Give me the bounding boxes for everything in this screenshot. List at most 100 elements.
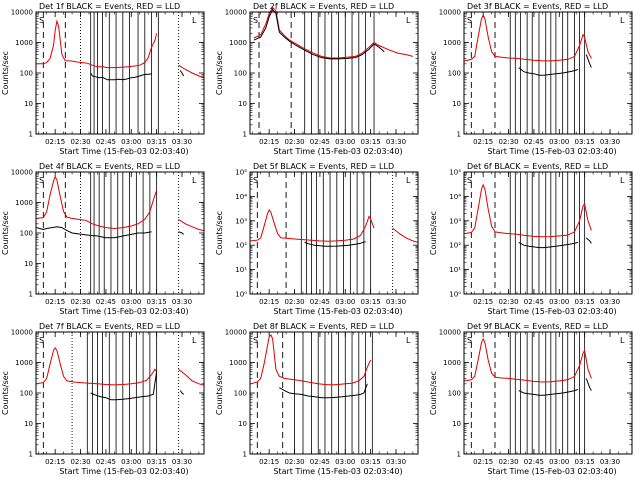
x-tick-label: 02:30 xyxy=(284,138,304,146)
lld-series-line xyxy=(464,337,592,383)
x-tick-label: 03:15 xyxy=(575,298,595,306)
detector-panel: Det 5f BLACK = Events, RED = LLD Counts/s… xyxy=(215,162,419,316)
detector-panel: Det 2f BLACK = Events, RED = LLD Counts/s… xyxy=(215,2,419,156)
y-tick-label: 10³ xyxy=(235,217,247,225)
panel-frame xyxy=(35,11,205,135)
x-tick-label: 02:15 xyxy=(45,458,65,466)
events-series-line xyxy=(518,389,579,396)
panel-frame xyxy=(463,11,633,135)
detector-panel: Det 3f BLACK = Events, RED = LLD Counts/s… xyxy=(429,2,633,156)
corner-label-l: L xyxy=(406,336,411,345)
x-axis-label: Start Time (15-Feb-03 02:03:40) xyxy=(59,147,188,156)
x-tick-label: 03:00 xyxy=(121,458,141,466)
x-tick-label: 03:15 xyxy=(147,298,167,306)
panel-frame xyxy=(35,331,205,455)
detector-panel: Det 9f BLACK = Events, RED = LLD Counts/s… xyxy=(429,322,633,476)
events-series-line xyxy=(90,371,158,401)
lld-series-line xyxy=(36,175,158,230)
x-tick-label: 02:45 xyxy=(96,138,116,146)
x-tick-label: 02:45 xyxy=(524,458,544,466)
y-tick-label: 1000 xyxy=(229,359,247,367)
detector-panel: Det 7f BLACK = Events, RED = LLD Counts/s… xyxy=(1,322,205,476)
x-tick-label: 03:00 xyxy=(121,298,141,306)
y-tick-label: 10¹ xyxy=(449,266,461,274)
y-axis-label: Counts/sec xyxy=(429,371,438,415)
x-tick-label: 02:45 xyxy=(96,298,116,306)
corner-label-l: L xyxy=(620,16,625,25)
y-tick-label: 10000 xyxy=(225,329,247,337)
y-tick-label: 10 xyxy=(452,420,461,428)
events-series-line xyxy=(179,70,185,77)
x-tick-label: 02:45 xyxy=(524,138,544,146)
x-tick-label: 03:00 xyxy=(121,138,141,146)
corner-label-s: S xyxy=(253,16,258,25)
x-tick-label: 02:45 xyxy=(310,298,330,306)
lld-series-line xyxy=(464,13,592,62)
y-axis-label: Counts/sec xyxy=(215,51,224,95)
y-tick-label: 10000 xyxy=(439,329,461,337)
y-tick-label: 10⁵ xyxy=(235,169,247,177)
x-tick-label: 03:15 xyxy=(575,458,595,466)
y-tick-label: 10² xyxy=(449,242,461,250)
y-tick-label: 10000 xyxy=(11,329,33,337)
x-tick-label: 03:30 xyxy=(386,458,406,466)
corner-label-s: S xyxy=(39,16,44,25)
detector-panel: Det 8f BLACK = Events, RED = LLD Counts/s… xyxy=(215,322,419,476)
corner-label-s: S xyxy=(39,336,44,345)
y-tick-label: 10000 xyxy=(11,9,33,17)
events-series-line xyxy=(253,8,385,60)
x-tick-label: 03:30 xyxy=(600,138,620,146)
x-axis-label: Start Time (15-Feb-03 02:03:40) xyxy=(487,467,616,476)
events-series-line xyxy=(518,241,579,249)
lld-series-line xyxy=(178,368,205,386)
x-tick-label: 02:15 xyxy=(45,298,65,306)
corner-label-s: S xyxy=(253,176,258,185)
x-tick-label: 02:30 xyxy=(70,298,90,306)
y-axis-label: Counts/sec xyxy=(215,371,224,415)
events-series-line xyxy=(178,231,185,235)
x-tick-label: 02:15 xyxy=(45,138,65,146)
y-axis-label: Counts/sec xyxy=(429,211,438,255)
corner-label-l: L xyxy=(406,176,411,185)
events-series-line xyxy=(585,54,592,68)
x-tick-label: 03:15 xyxy=(575,138,595,146)
x-tick-label: 03:30 xyxy=(600,458,620,466)
panel-title: Det 7f BLACK = Events, RED = LLD xyxy=(39,322,180,331)
x-tick-label: 02:15 xyxy=(473,138,493,146)
x-tick-label: 02:30 xyxy=(498,138,518,146)
y-axis-label: Counts/sec xyxy=(1,51,10,95)
y-tick-label: 10⁰ xyxy=(235,291,247,299)
x-tick-label: 03:00 xyxy=(335,138,355,146)
x-tick-label: 02:15 xyxy=(473,298,493,306)
corner-label-l: L xyxy=(192,336,197,345)
lld-series-line xyxy=(178,64,205,79)
y-axis-label: Counts/sec xyxy=(215,211,224,255)
y-tick-label: 10³ xyxy=(449,217,461,225)
detector-panel: Det 4f BLACK = Events, RED = LLD Counts/s… xyxy=(1,162,205,316)
y-tick-label: 100 xyxy=(20,70,33,78)
y-tick-label: 10 xyxy=(24,420,33,428)
corner-label-s: S xyxy=(467,16,472,25)
panel-frame xyxy=(463,171,633,295)
corner-label-s: S xyxy=(253,336,258,345)
events-series-line xyxy=(179,390,185,395)
panel-title: Det 9f BLACK = Events, RED = LLD xyxy=(467,322,608,331)
corner-label-s: S xyxy=(39,176,44,185)
corner-label-l: L xyxy=(620,336,625,345)
panel-title: Det 1f BLACK = Events, RED = LLD xyxy=(39,2,180,11)
y-axis-label: Counts/sec xyxy=(1,371,10,415)
corner-label-s: S xyxy=(467,336,472,345)
events-series-line xyxy=(585,378,592,391)
y-tick-label: 10⁵ xyxy=(449,169,461,177)
x-tick-label: 03:30 xyxy=(386,298,406,306)
y-tick-label: 1000 xyxy=(229,39,247,47)
y-tick-label: 100 xyxy=(20,230,33,238)
x-tick-label: 02:45 xyxy=(310,458,330,466)
y-tick-label: 10 xyxy=(24,100,33,108)
x-tick-label: 02:30 xyxy=(284,298,304,306)
events-series-line xyxy=(279,383,368,399)
lld-series-line xyxy=(36,19,158,69)
detector-panel: Det 1f BLACK = Events, RED = LLD Counts/s… xyxy=(1,2,205,156)
panel-frame xyxy=(249,331,419,455)
y-tick-label: 100 xyxy=(234,390,247,398)
